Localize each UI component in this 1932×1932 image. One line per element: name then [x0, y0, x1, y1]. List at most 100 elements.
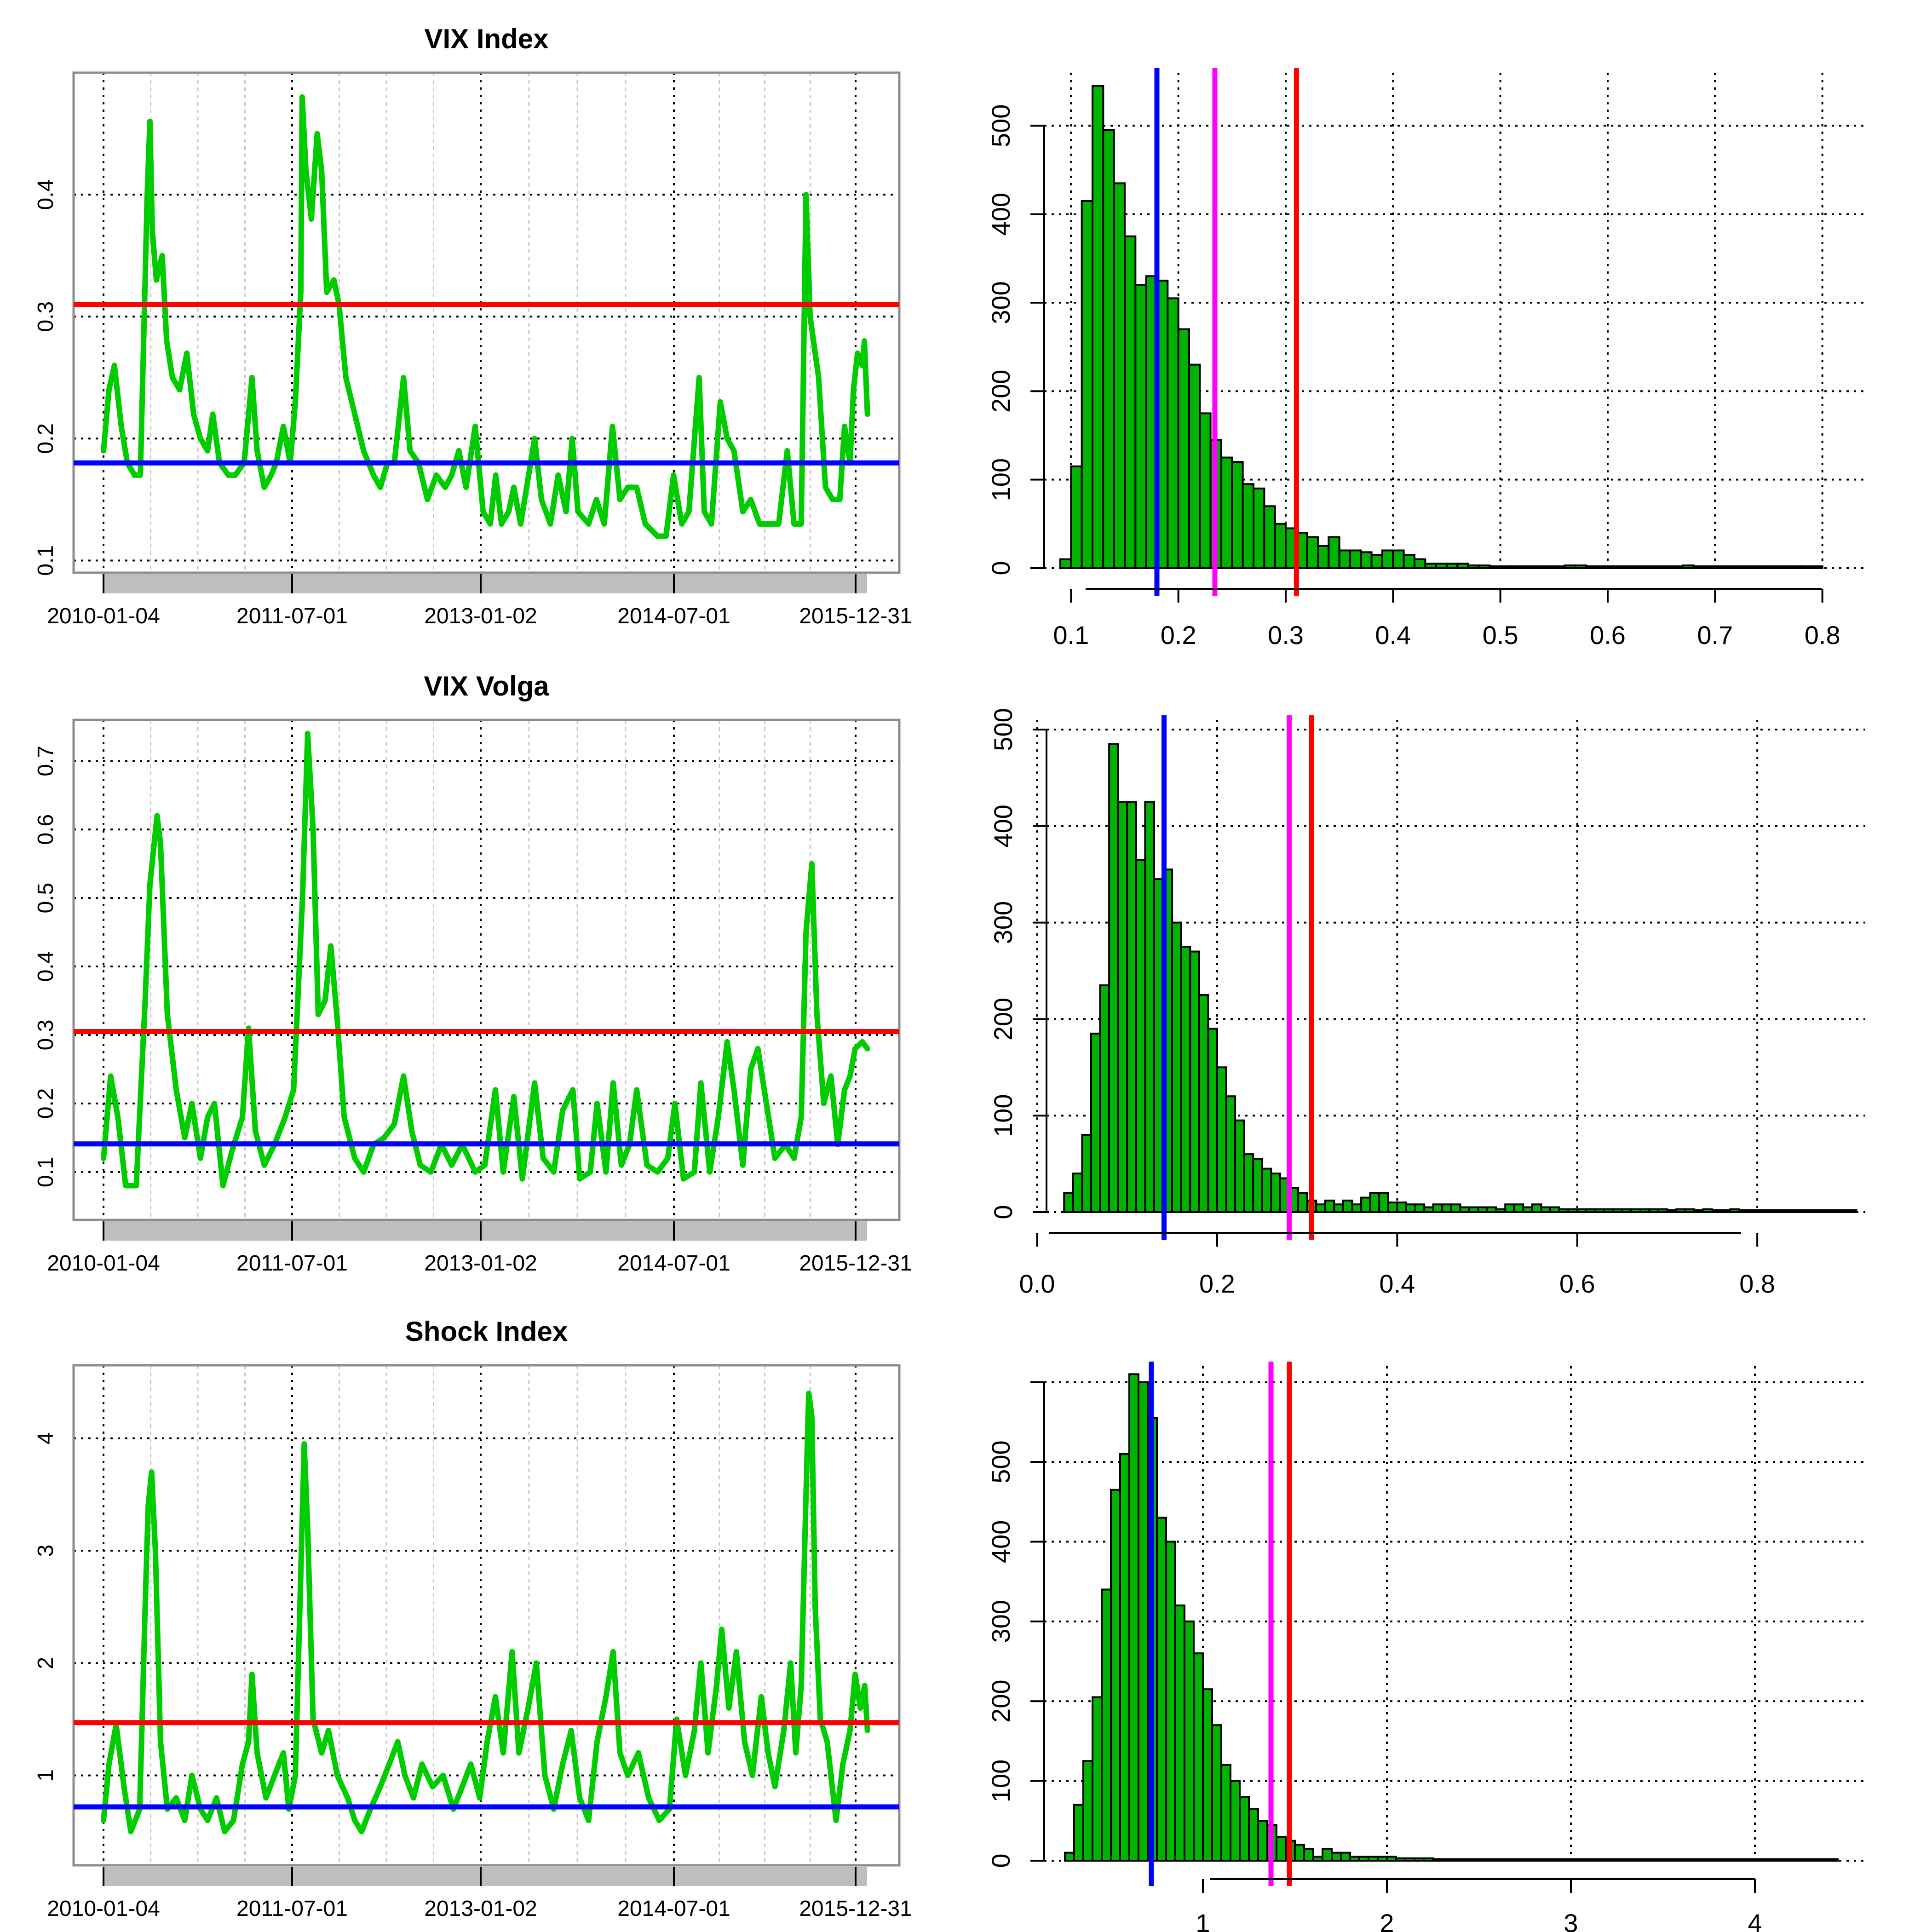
- histogram-bar: [1242, 483, 1255, 569]
- histogram-bar: [1349, 1856, 1360, 1862]
- histogram-bar: [1328, 536, 1340, 569]
- histogram-bar: [1369, 1192, 1380, 1213]
- histogram-bar: [1747, 1209, 1759, 1213]
- histogram-bar: [1072, 1173, 1083, 1213]
- histogram-bar: [1063, 1192, 1074, 1213]
- y-tick-label: 300: [989, 901, 1018, 944]
- x-tick-label: 0.6: [1590, 621, 1626, 650]
- histogram-bar: [1322, 1847, 1333, 1862]
- histogram-bar: [1489, 565, 1501, 569]
- y-tick-label: 200: [989, 998, 1018, 1041]
- x-tick-label: 0.8: [1805, 621, 1840, 650]
- x-tick-label: 2010-01-04: [47, 1897, 160, 1921]
- histogram-bar: [1135, 859, 1146, 1213]
- histogram-bar: [1598, 1858, 1609, 1862]
- x-tick-label: 2011-07-01: [236, 1251, 348, 1276]
- histogram-bar: [1312, 1856, 1323, 1862]
- histogram-bar: [1349, 549, 1362, 569]
- histogram-bar: [1234, 1119, 1245, 1213]
- histogram-bar: [1317, 545, 1330, 569]
- histogram-bar: [1220, 456, 1233, 569]
- date-axis-band: [104, 1867, 867, 1886]
- histogram-bar: [1274, 523, 1287, 569]
- shock-index-ts-panel: Shock Index 1 2 3 4 2010-01-04 2011-07-01 2013-…: [34, 1316, 912, 1921]
- histogram-bar: [1763, 1858, 1774, 1862]
- plot-frame: [72, 1364, 901, 1867]
- histogram-bar: [1358, 1856, 1369, 1862]
- series-line: [101, 1391, 870, 1834]
- histogram-bar: [1552, 1858, 1563, 1862]
- y-tick-label: 0.4: [34, 179, 58, 210]
- histogram-bar: [1064, 1852, 1075, 1862]
- histogram-bar: [1725, 565, 1738, 569]
- x-tick-label: 2014-07-01: [617, 1251, 730, 1276]
- histogram-bar: [1671, 1858, 1682, 1862]
- x-tick-label: 2014-07-01: [617, 604, 730, 628]
- histogram-bar: [1800, 565, 1813, 569]
- histogram-bar: [1450, 1858, 1461, 1862]
- y-tick-label: 400: [986, 1520, 1015, 1563]
- histogram-bar: [1499, 565, 1512, 569]
- x-tick-label: 2014-07-01: [617, 1897, 730, 1921]
- y-tick-label: 200: [986, 370, 1015, 413]
- histogram-bar: [1432, 1203, 1443, 1213]
- histogram-bar: [1180, 946, 1191, 1213]
- histogram-bar: [1828, 1858, 1839, 1862]
- x-tick-label: 2015-12-31: [799, 1251, 912, 1276]
- histogram-bar: [1108, 743, 1119, 1213]
- histogram-bar: [1193, 1652, 1204, 1862]
- x-tick-label: 0.2: [1199, 1269, 1235, 1298]
- histogram-bar: [1754, 1858, 1765, 1862]
- x-tick-label: 0.6: [1559, 1269, 1595, 1298]
- y-tick-label: 0.2: [34, 423, 58, 454]
- histogram-bar: [1617, 565, 1630, 569]
- x-tick-label: 2: [1380, 1909, 1394, 1932]
- y-tick-label: 500: [986, 104, 1015, 147]
- histogram-bar: [1639, 1208, 1650, 1213]
- histogram-bar: [1666, 1209, 1678, 1213]
- histogram-bar: [1837, 1209, 1848, 1213]
- histogram-bar: [1782, 1858, 1793, 1862]
- histogram-bar: [1377, 1856, 1388, 1862]
- histogram-bar: [1585, 565, 1598, 569]
- histogram-bar: [1791, 1858, 1802, 1862]
- histogram-bar: [1487, 1858, 1498, 1862]
- histogram-bar: [1778, 565, 1791, 569]
- histogram-bar: [1588, 1858, 1599, 1862]
- x-tick-label: 2013-01-02: [424, 1251, 537, 1276]
- histogram-bar: [1616, 1858, 1627, 1862]
- histogram-bar: [1811, 565, 1823, 569]
- histogram-bar: [1468, 1206, 1479, 1213]
- y-tick-label: 400: [989, 805, 1018, 847]
- y-tick-label: 4: [34, 1432, 58, 1444]
- histogram-bar: [1395, 1857, 1406, 1862]
- histogram-bar: [1392, 549, 1405, 569]
- histogram-bar: [1720, 1209, 1731, 1213]
- histogram-bar: [1478, 564, 1491, 569]
- histogram-bar: [1524, 1858, 1535, 1862]
- histogram-bar: [1564, 564, 1577, 569]
- histogram-bar: [1625, 1858, 1636, 1862]
- y-tick-label: 0.4: [34, 951, 58, 982]
- histogram-bar: [1702, 1208, 1714, 1213]
- x-tick-label: 3: [1564, 1909, 1578, 1932]
- histogram-bar: [1628, 565, 1641, 569]
- histogram-bar: [1711, 1209, 1722, 1213]
- histogram-bar: [1634, 1858, 1645, 1862]
- histogram-bar: [1207, 1028, 1218, 1213]
- x-tick-label: 0.7: [1697, 621, 1733, 650]
- histogram-bar: [1579, 1858, 1590, 1862]
- histogram-bar: [1102, 129, 1115, 569]
- histogram-bar: [1303, 1847, 1314, 1862]
- x-tick-label: 0.0: [1019, 1269, 1055, 1298]
- vix-volga-hist-panel: 0 100 200 300 400 500 0.0 0.2 0.4 0.6 0.8: [989, 708, 1865, 1298]
- histogram-bar: [1553, 565, 1566, 569]
- histogram-bar: [1504, 1203, 1515, 1213]
- histogram-bar: [1570, 1858, 1581, 1862]
- vix-index-hist-panel: 0 100 200 300 400 500 0.1 0.2 0.3 0.4 0.5 0.6 0.7 0.8: [986, 68, 1865, 650]
- histogram-bar: [1128, 1373, 1139, 1862]
- chart-title: VIX Volga: [424, 671, 549, 702]
- histogram-bar: [1276, 1835, 1287, 1862]
- histogram-bar: [1800, 1858, 1811, 1862]
- histogram-bar: [1092, 85, 1104, 569]
